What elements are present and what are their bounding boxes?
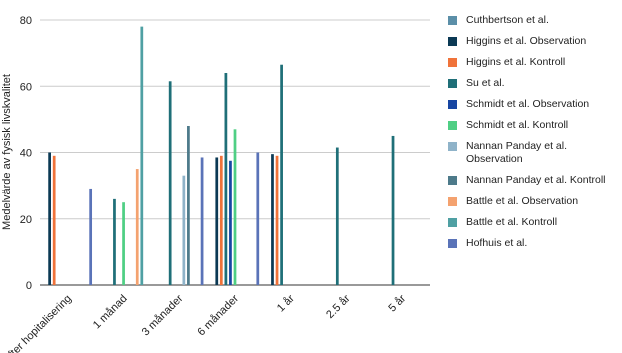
bar	[280, 64, 283, 285]
bar	[219, 155, 223, 285]
bar	[271, 154, 274, 285]
legend-label: Su et al.	[466, 77, 505, 89]
legend-swatch	[448, 218, 457, 227]
x-tick-label: 3 månader	[140, 292, 186, 338]
bar	[275, 155, 279, 285]
bar	[335, 147, 339, 285]
legend-swatch	[448, 142, 457, 151]
y-tick-label: 0	[26, 280, 32, 292]
legend: Cuthbertson et al. Higgins et al. Observa…	[448, 14, 616, 258]
legend-label: Schmidt et al. Observation	[466, 98, 590, 110]
x-tick-label: 2.5 år	[324, 292, 353, 321]
legend-swatch	[448, 58, 457, 67]
bar	[140, 26, 144, 285]
legend-label: Schmidt et al. Kontroll	[466, 119, 569, 131]
bar	[233, 129, 237, 285]
bar	[229, 160, 232, 285]
legend-swatch	[448, 79, 457, 88]
legend-entry: Su et al.	[448, 77, 616, 90]
legend-label: Battle et al. Observation	[466, 195, 579, 207]
x-tick-label: 6 månader	[195, 292, 241, 338]
bar	[182, 175, 186, 285]
bar	[168, 81, 172, 285]
legend-entry: Battle et al. Kontroll	[448, 216, 616, 229]
legend-entry: Nannan Panday et al. Kontroll	[448, 174, 616, 187]
bar	[135, 169, 139, 285]
legend-swatch	[448, 176, 457, 185]
legend-swatch	[448, 121, 457, 130]
legend-entry: Nannan Panday et al. Observation	[448, 140, 616, 166]
x-tick-label: 1 år	[275, 292, 297, 314]
y-tick-label: 40	[20, 148, 32, 160]
x-tick-label: 5 år	[386, 292, 408, 314]
y-tick-label: 20	[20, 214, 32, 226]
legend-swatch	[448, 100, 457, 109]
y-tick-label: 60	[20, 81, 32, 93]
bar	[89, 188, 93, 285]
legend-label: Cuthbertson et al.	[466, 14, 549, 26]
x-tick-label: 1 månad	[91, 293, 130, 332]
x-tick-label: Efter hopitalisering	[1, 293, 74, 353]
legend-swatch	[448, 16, 457, 25]
bar	[215, 157, 219, 285]
legend-swatch	[448, 37, 457, 46]
bar	[187, 126, 190, 285]
legend-entry: Battle et al. Observation	[448, 195, 616, 208]
chart: Medelvärde av fysisk livskvalitet 0 20 40 6…	[1, 15, 430, 353]
legend-label: Battle et al. Kontroll	[466, 216, 558, 228]
bar	[113, 198, 116, 285]
legend-entry: Cuthbertson et al.	[448, 14, 616, 27]
legend-entry: Schmidt et al. Kontroll	[448, 119, 616, 132]
bar	[256, 152, 260, 285]
legend-label: Hofhuis et al.	[466, 237, 528, 249]
bar	[224, 73, 228, 285]
bar	[122, 202, 125, 285]
y-tick-label: 80	[20, 15, 32, 27]
y-axis-title: Medelvärde av fysisk livskvalitet	[1, 74, 13, 230]
legend-swatch	[448, 239, 457, 248]
legend-swatch	[448, 197, 457, 206]
legend-label: Nannan Panday et al. Observation	[466, 140, 567, 165]
legend-label: Higgins et al. Observation	[466, 35, 587, 47]
bar	[200, 157, 204, 285]
legend-entry: Schmidt et al. Observation	[448, 98, 616, 111]
bar	[52, 155, 56, 285]
bar	[48, 152, 51, 285]
legend-entry: Higgins et al. Observation	[448, 35, 616, 48]
legend-label: Higgins et al. Kontroll	[466, 56, 566, 68]
legend-entry: Higgins et al. Kontroll	[448, 56, 616, 69]
bar	[391, 135, 395, 285]
legend-label: Nannan Panday et al. Kontroll	[466, 174, 606, 186]
legend-entry: Hofhuis et al.	[448, 237, 616, 250]
